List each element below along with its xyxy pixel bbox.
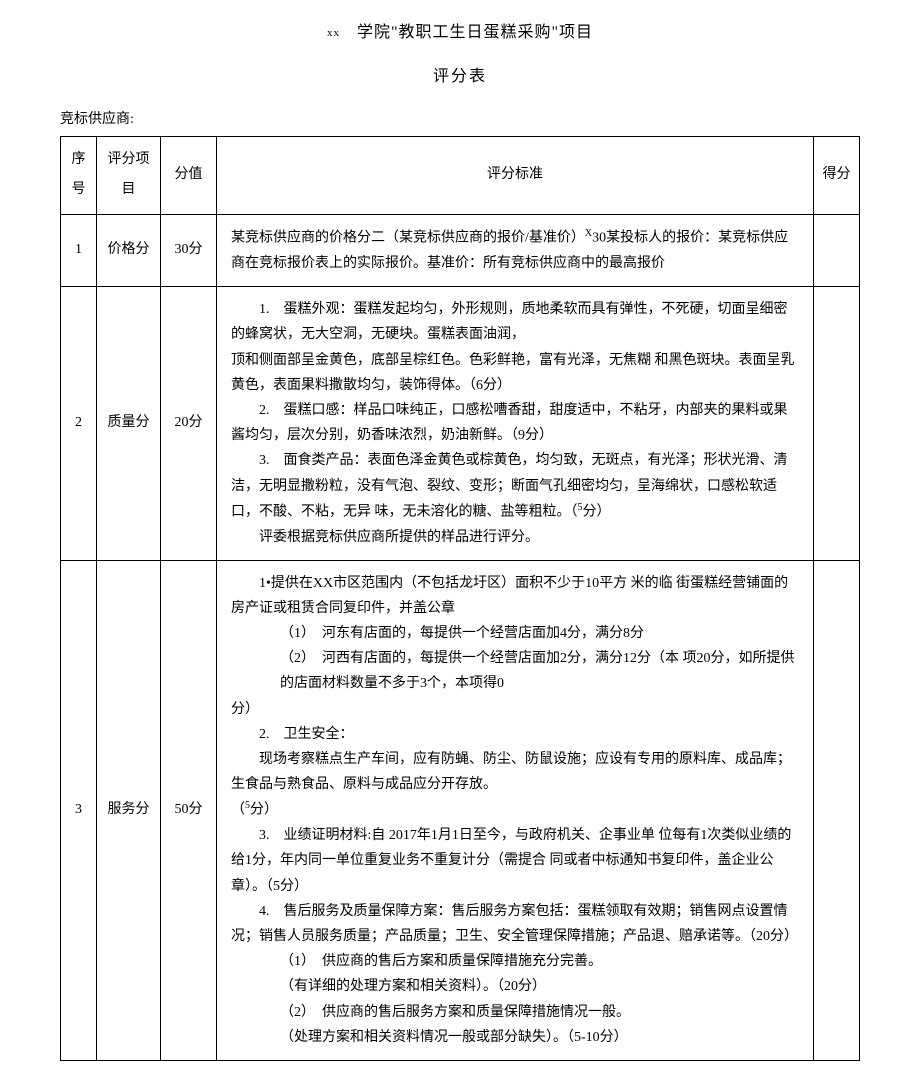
cell-seq: 3 (61, 560, 97, 1060)
supplier-label: 竞标供应商: (60, 109, 860, 131)
cell-score: 20分 (161, 287, 217, 561)
col-score-header: 分值 (161, 136, 217, 215)
table-row: 1价格分30分某竞标供应商的价格分二（某竞标供应商的报价/基准价）X30某投标人… (61, 215, 860, 287)
cell-criteria: 某竞标供应商的价格分二（某竞标供应商的报价/基准价）X30某投标人的报价：某竞标… (217, 215, 814, 287)
title-text: 学院"教职工生日蛋糕采购"项目 (357, 24, 593, 41)
cell-score: 50分 (161, 560, 217, 1060)
cell-got (814, 215, 860, 287)
col-seq-header: 序号 (61, 136, 97, 215)
cell-got (814, 287, 860, 561)
page-subtitle: 评分表 (60, 64, 860, 90)
cell-seq: 1 (61, 215, 97, 287)
cell-criteria: 1. 蛋糕外观：蛋糕发起均匀，外形规则，质地柔软而具有弹性，不死硬，切面呈细密的… (217, 287, 814, 561)
cell-criteria: 1•提供在XX市区范围内（不包括龙圩区）面积不少于10平方 米的临 街蛋糕经营铺… (217, 560, 814, 1060)
table-row: 2质量分20分1. 蛋糕外观：蛋糕发起均匀，外形规则，质地柔软而具有弹性，不死硬… (61, 287, 860, 561)
cell-got (814, 560, 860, 1060)
cell-seq: 2 (61, 287, 97, 561)
col-item-header: 评分项目 (97, 136, 161, 215)
cell-item: 质量分 (97, 287, 161, 561)
table-header-row: 序号 评分项目 分值 评分标准 得分 (61, 136, 860, 215)
cell-item: 价格分 (97, 215, 161, 287)
table-row: 3服务分50分1•提供在XX市区范围内（不包括龙圩区）面积不少于10平方 米的临… (61, 560, 860, 1060)
title-prefix: xx (327, 27, 340, 39)
scoring-table: 序号 评分项目 分值 评分标准 得分 1价格分30分某竞标供应商的价格分二（某竞… (60, 136, 860, 1061)
col-criteria-header: 评分标准 (217, 136, 814, 215)
col-got-header: 得分 (814, 136, 860, 215)
cell-score: 30分 (161, 215, 217, 287)
page-title: xx 学院"教职工生日蛋糕采购"项目 (60, 20, 860, 46)
cell-item: 服务分 (97, 560, 161, 1060)
